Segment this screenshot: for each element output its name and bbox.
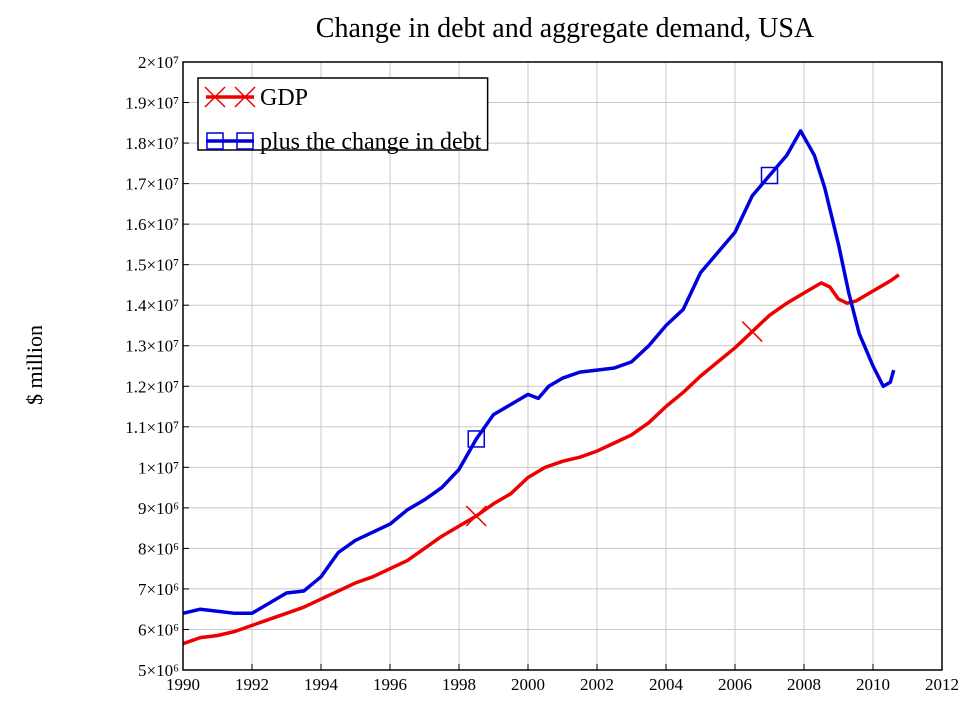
marker xyxy=(204,86,226,108)
x-tick-label: 2008 xyxy=(787,675,821,694)
x-tick-label: 1990 xyxy=(166,675,200,694)
y-tick-label: 1.7×10⁷ xyxy=(125,175,179,194)
y-tick-label: 1.1×10⁷ xyxy=(125,418,179,437)
marker xyxy=(465,505,487,527)
legend-label: plus the change in debt xyxy=(260,129,482,155)
chart-title: Change in debt and aggregate demand, USA xyxy=(316,13,815,44)
marker xyxy=(234,86,256,108)
y-tick-label: 5×10⁶ xyxy=(138,661,179,680)
marker xyxy=(206,132,224,150)
series-line xyxy=(182,273,900,646)
x-tick-label: 2002 xyxy=(580,675,614,694)
y-axis-label: $ million xyxy=(22,325,47,405)
y-tick-label: 2×10⁷ xyxy=(138,53,179,72)
marker xyxy=(760,166,779,185)
y-tick-label: 1.4×10⁷ xyxy=(125,296,179,315)
y-tick-label: 1.9×10⁷ xyxy=(125,94,179,113)
x-tick-label: 2000 xyxy=(511,675,545,694)
y-tick-label: 1.5×10⁷ xyxy=(125,256,179,275)
legend: GDP plus the change in debt xyxy=(197,77,489,155)
x-tick-label: 1996 xyxy=(373,675,407,694)
x-tick-label: 1994 xyxy=(304,675,339,694)
marker xyxy=(467,430,485,448)
y-tick-label: 6×10⁶ xyxy=(138,620,179,639)
marker xyxy=(741,321,763,343)
plot xyxy=(182,129,900,646)
x-tick-label: 2010 xyxy=(856,675,890,694)
plot-frame xyxy=(182,61,943,671)
y-tick-label: 7×10⁶ xyxy=(138,580,179,599)
y-tick-label: 1×10⁷ xyxy=(138,458,179,477)
y-tick-label: 1.8×10⁷ xyxy=(125,134,179,153)
y-tick-label: 1.3×10⁷ xyxy=(125,337,179,356)
x-tick-label: 1992 xyxy=(235,675,269,694)
legend-box xyxy=(197,77,489,151)
y-tick-label: 8×10⁶ xyxy=(138,539,179,558)
legend-label: GDP xyxy=(260,85,308,111)
series-line xyxy=(182,129,896,616)
y-tick-label: 9×10⁶ xyxy=(138,499,179,518)
x-tick-label: 2004 xyxy=(649,675,684,694)
x-tick-label: 2006 xyxy=(718,675,752,694)
x-tick-label: 1998 xyxy=(442,675,476,694)
x-tick-label: 2012 xyxy=(925,675,959,694)
y-tick-label: 1.2×10⁷ xyxy=(125,377,179,396)
y-tick-label: 1.6×10⁷ xyxy=(125,215,179,234)
marker xyxy=(236,132,254,150)
